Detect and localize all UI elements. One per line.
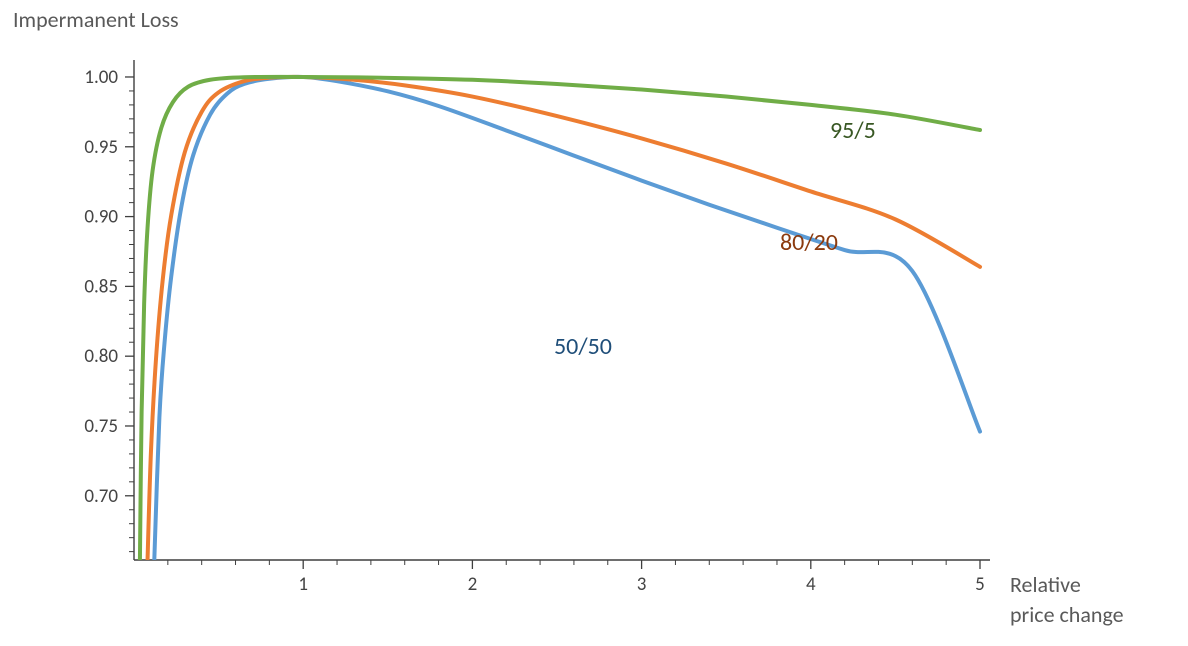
series-label-8020: 80/20 [780,228,838,257]
svg-text:0.70: 0.70 [84,485,118,508]
series-label-5050: 50/50 [554,332,612,361]
svg-text:0.90: 0.90 [84,206,118,229]
series-lines [140,77,980,560]
impermanent-loss-chart: 1 2 3 4 5 0.70 0.75 0.80 0.85 0.90 0.95 1.00 [0,0,1188,646]
svg-text:0.95: 0.95 [84,136,118,159]
svg-text:4: 4 [806,573,816,596]
svg-text:0.80: 0.80 [84,345,118,368]
svg-text:2: 2 [468,573,478,596]
svg-text:3: 3 [637,573,647,596]
svg-text:1: 1 [298,573,308,596]
svg-text:0.85: 0.85 [84,275,118,298]
svg-text:5: 5 [975,573,985,596]
svg-text:0.75: 0.75 [84,415,118,438]
series-label-955: 95/5 [830,116,876,145]
svg-text:1.00: 1.00 [84,66,118,89]
